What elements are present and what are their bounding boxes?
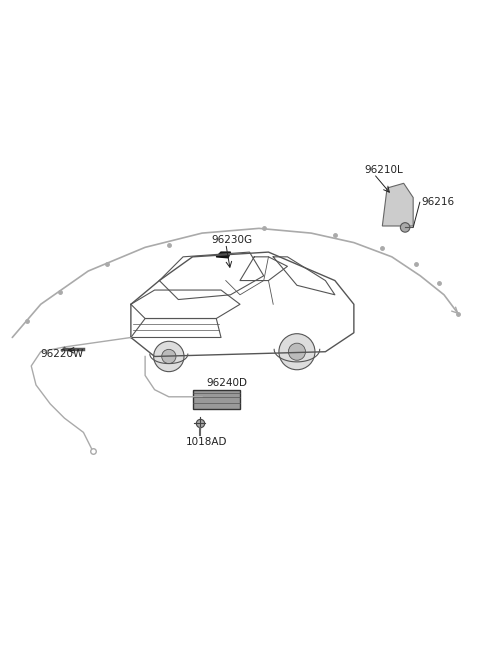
- Text: 96230G: 96230G: [212, 236, 252, 245]
- Text: 96216: 96216: [421, 197, 455, 207]
- Polygon shape: [216, 252, 230, 258]
- Text: 96210L: 96210L: [364, 165, 403, 176]
- Circle shape: [154, 341, 184, 372]
- FancyBboxPatch shape: [192, 390, 240, 409]
- Circle shape: [288, 343, 305, 360]
- Circle shape: [162, 350, 176, 363]
- Text: 96240D: 96240D: [207, 378, 248, 388]
- Text: 1018AD: 1018AD: [185, 437, 227, 447]
- Circle shape: [279, 334, 315, 370]
- Text: 96220W: 96220W: [41, 350, 84, 359]
- Circle shape: [400, 222, 410, 232]
- Polygon shape: [383, 183, 413, 226]
